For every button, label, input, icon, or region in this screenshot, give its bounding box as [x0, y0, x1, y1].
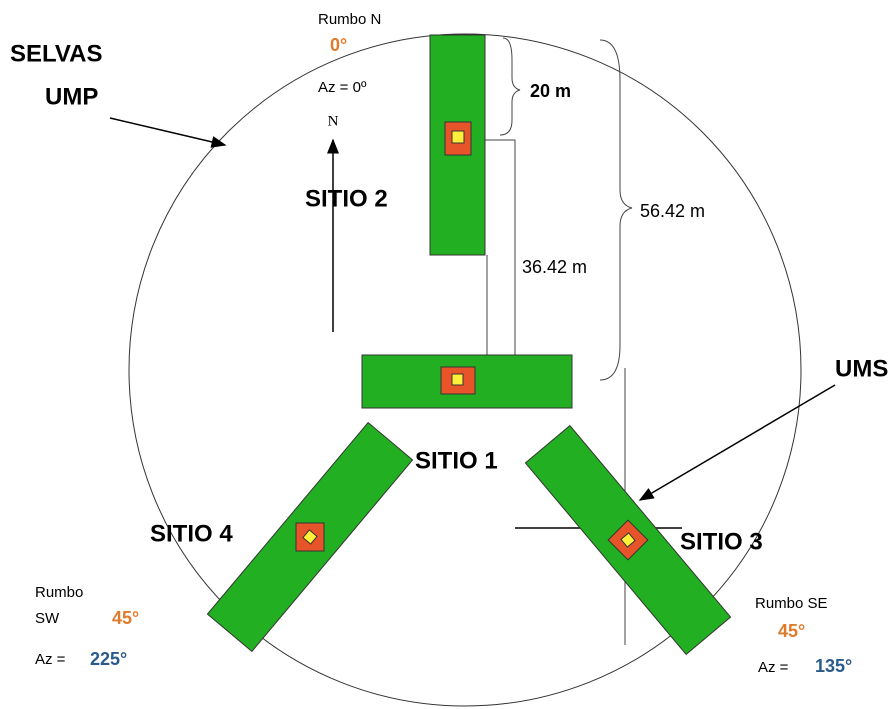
label: SITIO 3: [680, 528, 763, 555]
label: SELVAS: [10, 40, 102, 67]
label: UMP: [45, 83, 98, 110]
label: 45°: [112, 608, 139, 628]
label: 36.42 m: [522, 257, 587, 277]
label: 135°: [815, 656, 852, 676]
sitio4-plot: [206, 421, 414, 653]
subplot-center: [451, 130, 465, 144]
sitio3-plot: [524, 424, 732, 656]
label: 225°: [90, 649, 127, 669]
label: SITIO 4: [150, 520, 233, 547]
label: 20 m: [530, 81, 571, 101]
label: SITIO 2: [305, 185, 388, 212]
label: Az =: [35, 651, 66, 668]
plot-circle: [128, 33, 802, 707]
label: Rumbo: [35, 584, 83, 601]
label: Rumbo SE: [755, 595, 828, 612]
label: Rumbo N: [318, 11, 381, 28]
label: SW: [35, 610, 60, 627]
label: SITIO 1: [415, 447, 498, 474]
label: 45°: [778, 621, 805, 641]
label: Az =: [758, 659, 789, 676]
subplot-center: [451, 373, 464, 386]
label: UMS: [835, 355, 888, 382]
ums-arrow: [638, 384, 836, 501]
label: 56.42 m: [640, 201, 705, 221]
label: 0°: [330, 35, 347, 55]
ump-arrow: [109, 117, 227, 148]
label: N: [328, 113, 339, 129]
label: Az = 0º: [318, 79, 367, 96]
